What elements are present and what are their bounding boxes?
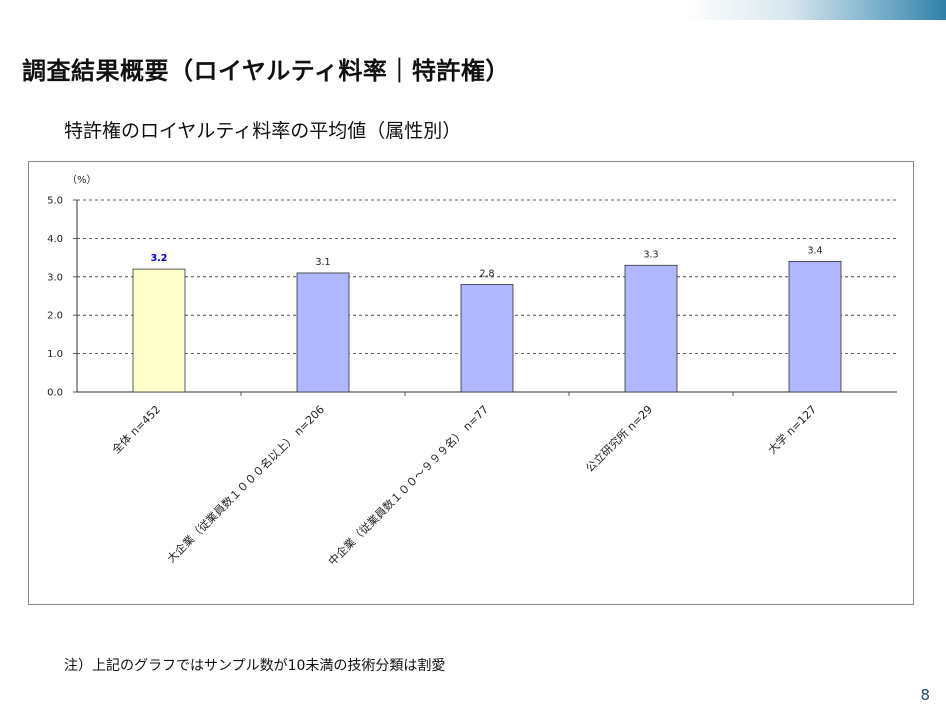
bar (624, 264, 678, 393)
x-axis-category-label: 大企業（従業員数１０００名以上） n=206 (164, 402, 327, 565)
bar (132, 268, 186, 393)
data-label: 3.4 (807, 245, 822, 256)
y-tick-label: 4.0 (47, 234, 63, 245)
bar-chart: （%） 0.0 1.0 2.0 3.0 4.0 5.0 3.2 3.1 2.8 3.3 3.4 全… (47, 174, 897, 568)
slide-title: 調査結果概要（ロイヤルティ料率｜特許権） (22, 57, 510, 85)
data-label: 3.3 (643, 249, 658, 260)
x-axis-category-label: 中企業（従業員数１００～９９９名） n=77 (325, 402, 491, 568)
y-tick-label: 5.0 (47, 196, 63, 207)
x-axis-category-label: 全体 n=452 (109, 402, 163, 456)
bars (132, 261, 842, 393)
y-tick-label: 3.0 (47, 272, 63, 283)
x-axis-category-label: 公立研究所 n=29 (583, 402, 656, 475)
header-accent-bar (686, 0, 946, 20)
x-axis-category-label: 大学 n=127 (765, 402, 819, 456)
bar (296, 272, 350, 393)
chart-frame: （%） 0.0 1.0 2.0 3.0 4.0 5.0 3.2 3.1 2.8 3.3 3.4 全… (28, 161, 914, 605)
bar (788, 261, 842, 393)
y-tick-label: 1.0 (47, 349, 63, 360)
y-axis-unit-label: （%） (67, 174, 97, 186)
y-tick-label: 0.0 (47, 388, 63, 399)
footnote: 注）上記のグラフではサンプル数が10未満の技術分類は割愛 (64, 658, 446, 674)
bar (460, 284, 514, 393)
page-number: 8 (920, 686, 930, 704)
chart-title: 特許権のロイヤルティ料率の平均値（属性別） (64, 120, 462, 142)
data-labels: 3.2 3.1 2.8 3.3 3.4 (151, 245, 823, 279)
y-axis-ticks: 0.0 1.0 2.0 3.0 4.0 5.0 (47, 196, 77, 399)
data-label: 3.1 (315, 257, 330, 268)
data-label: 3.2 (151, 253, 168, 264)
data-label: 2.8 (479, 268, 494, 279)
x-axis-labels: 全体 n=452 大企業（従業員数１０００名以上） n=206中企業（従業員数１０… (109, 402, 819, 568)
y-tick-label: 2.0 (47, 311, 63, 322)
